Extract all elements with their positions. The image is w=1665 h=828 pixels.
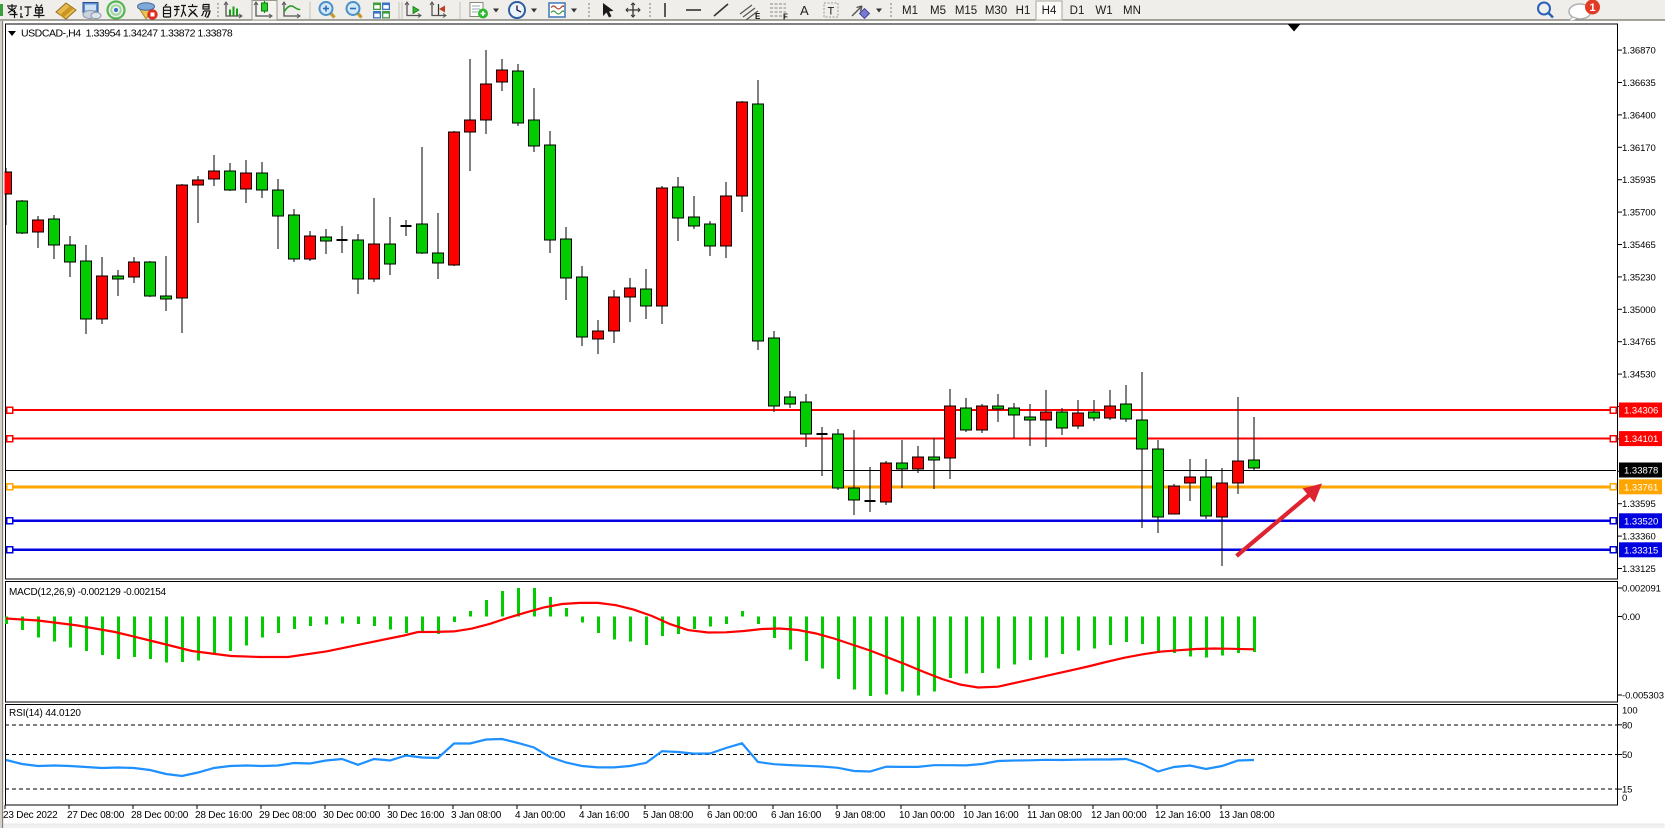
svg-text:0.00: 0.00 [1622,612,1640,623]
svg-text:15: 15 [1622,785,1632,796]
svg-text:1.35935: 1.35935 [1622,175,1656,186]
svg-text:-0.005303: -0.005303 [1622,691,1664,702]
svg-text:1.33125: 1.33125 [1622,564,1656,575]
svg-text:1.33761: 1.33761 [1624,482,1658,493]
svg-text:H1: H1 [1016,5,1031,17]
svg-text:W1: W1 [1095,5,1112,17]
svg-text:1.36870: 1.36870 [1622,46,1656,57]
svg-text:H4: H4 [1042,5,1057,17]
svg-text:1.35700: 1.35700 [1622,208,1656,219]
svg-text:1: 1 [1589,2,1595,14]
svg-text:M30: M30 [985,5,1007,17]
svg-text:3 Jan 08:00: 3 Jan 08:00 [451,810,502,821]
svg-text:1.36170: 1.36170 [1622,143,1656,154]
svg-text:11 Jan 08:00: 11 Jan 08:00 [1027,810,1082,821]
svg-text:13 Jan 08:00: 13 Jan 08:00 [1219,810,1275,821]
svg-text:A: A [800,3,809,18]
svg-text:T: T [828,6,835,18]
svg-text:1.33315: 1.33315 [1624,545,1658,556]
svg-text:MACD(12,26,9) -0.002129 -0.002: MACD(12,26,9) -0.002129 -0.002154 [9,587,167,598]
svg-text:30 Dec 00:00: 30 Dec 00:00 [323,810,381,821]
svg-text:50: 50 [1622,750,1632,761]
svg-text:0.002091: 0.002091 [1622,584,1661,595]
svg-text:28 Dec 16:00: 28 Dec 16:00 [195,810,253,821]
svg-text:1.35000: 1.35000 [1622,305,1656,316]
svg-text:D1: D1 [1070,5,1085,17]
svg-text:80: 80 [1622,720,1632,731]
svg-text:10 Jan 00:00: 10 Jan 00:00 [899,810,955,821]
svg-text:12 Jan 16:00: 12 Jan 16:00 [1155,810,1211,821]
svg-text:4 Jan 16:00: 4 Jan 16:00 [579,810,630,821]
svg-text:1.35465: 1.35465 [1622,240,1656,251]
svg-text:1.36400: 1.36400 [1622,110,1656,121]
svg-text:6 Jan 00:00: 6 Jan 00:00 [707,810,758,821]
svg-text:0: 0 [1622,793,1627,804]
svg-text:1.35230: 1.35230 [1622,272,1656,283]
svg-text:29 Dec 08:00: 29 Dec 08:00 [259,810,317,821]
svg-text:6 Jan 16:00: 6 Jan 16:00 [771,810,822,821]
svg-text:M15: M15 [955,5,977,17]
svg-text:1.33595: 1.33595 [1622,499,1656,510]
svg-text:4 Jan 00:00: 4 Jan 00:00 [515,810,566,821]
svg-text:MN: MN [1123,5,1141,17]
svg-text:9 Jan 08:00: 9 Jan 08:00 [835,810,886,821]
svg-text:1.34306: 1.34306 [1624,406,1658,417]
svg-text:USDCAD-,H4 1.33954 1.34247 1.: USDCAD-,H4 1.33954 1.34247 1.33872 1.338… [21,28,233,40]
svg-text:1.33520: 1.33520 [1624,516,1658,527]
svg-text:1.33360: 1.33360 [1622,532,1656,543]
svg-text:30 Dec 16:00: 30 Dec 16:00 [387,810,445,821]
svg-text:100: 100 [1622,706,1638,717]
svg-text:28 Dec 00:00: 28 Dec 00:00 [131,810,189,821]
svg-text:5 Jan 08:00: 5 Jan 08:00 [643,810,694,821]
svg-text:23 Dec 2022: 23 Dec 2022 [3,810,58,821]
svg-text:M5: M5 [930,5,946,17]
svg-text:12 Jan 00:00: 12 Jan 00:00 [1091,810,1147,821]
svg-text:1.33878: 1.33878 [1624,466,1658,477]
svg-text:10 Jan 16:00: 10 Jan 16:00 [963,810,1019,821]
svg-text:27 Dec 08:00: 27 Dec 08:00 [67,810,125,821]
svg-text:RSI(14) 44.0120: RSI(14) 44.0120 [9,708,81,719]
svg-text:1.36635: 1.36635 [1622,78,1656,89]
svg-text:E: E [755,12,761,21]
svg-text:1.34101: 1.34101 [1624,434,1658,445]
svg-text:1.34765: 1.34765 [1622,337,1656,348]
svg-text:M1: M1 [902,5,918,17]
svg-text:1.34530: 1.34530 [1622,370,1656,381]
svg-text:F: F [783,13,788,22]
